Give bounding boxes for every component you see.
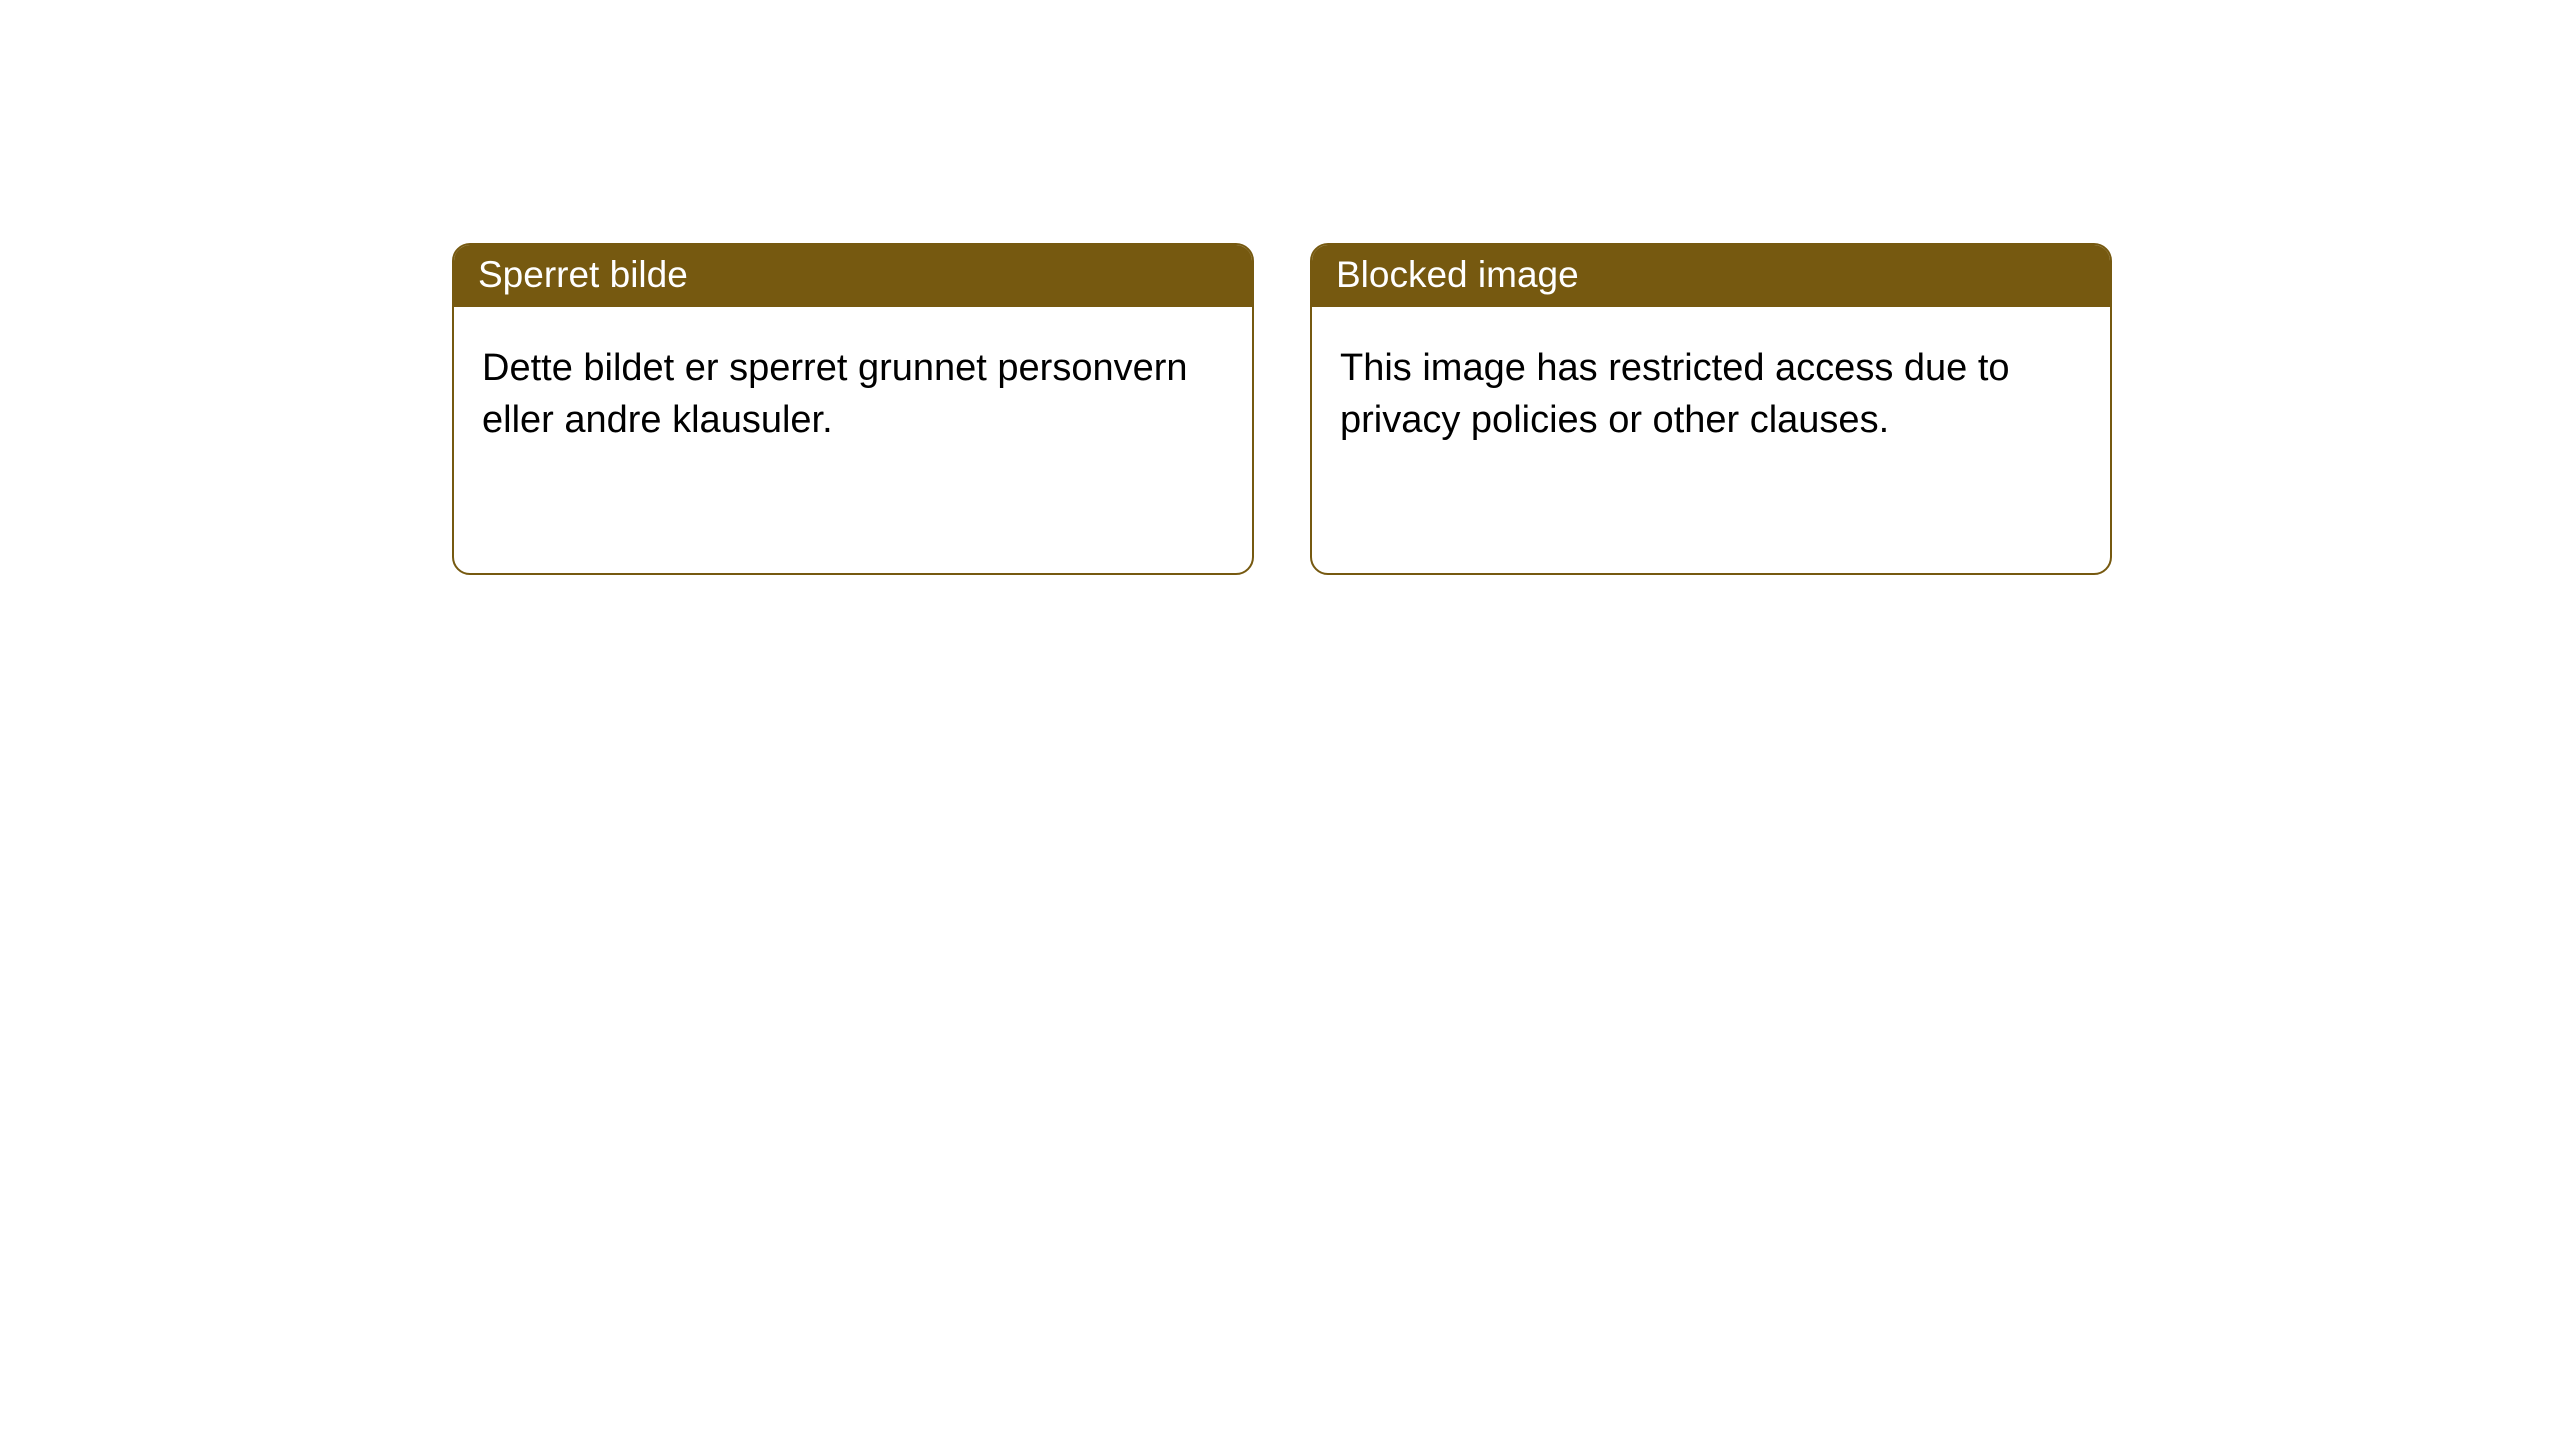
notice-card-english: Blocked image This image has restricted … bbox=[1310, 243, 2112, 575]
card-body: This image has restricted access due to … bbox=[1312, 307, 2110, 482]
notice-cards-container: Sperret bilde Dette bildet er sperret gr… bbox=[0, 0, 2560, 575]
card-body-text: This image has restricted access due to … bbox=[1340, 347, 2010, 440]
notice-card-norwegian: Sperret bilde Dette bildet er sperret gr… bbox=[452, 243, 1254, 575]
card-body-text: Dette bildet er sperret grunnet personve… bbox=[482, 347, 1188, 440]
card-body: Dette bildet er sperret grunnet personve… bbox=[454, 307, 1252, 482]
card-header: Sperret bilde bbox=[454, 245, 1252, 307]
card-title: Sperret bilde bbox=[478, 254, 688, 295]
card-title: Blocked image bbox=[1336, 254, 1579, 295]
card-header: Blocked image bbox=[1312, 245, 2110, 307]
